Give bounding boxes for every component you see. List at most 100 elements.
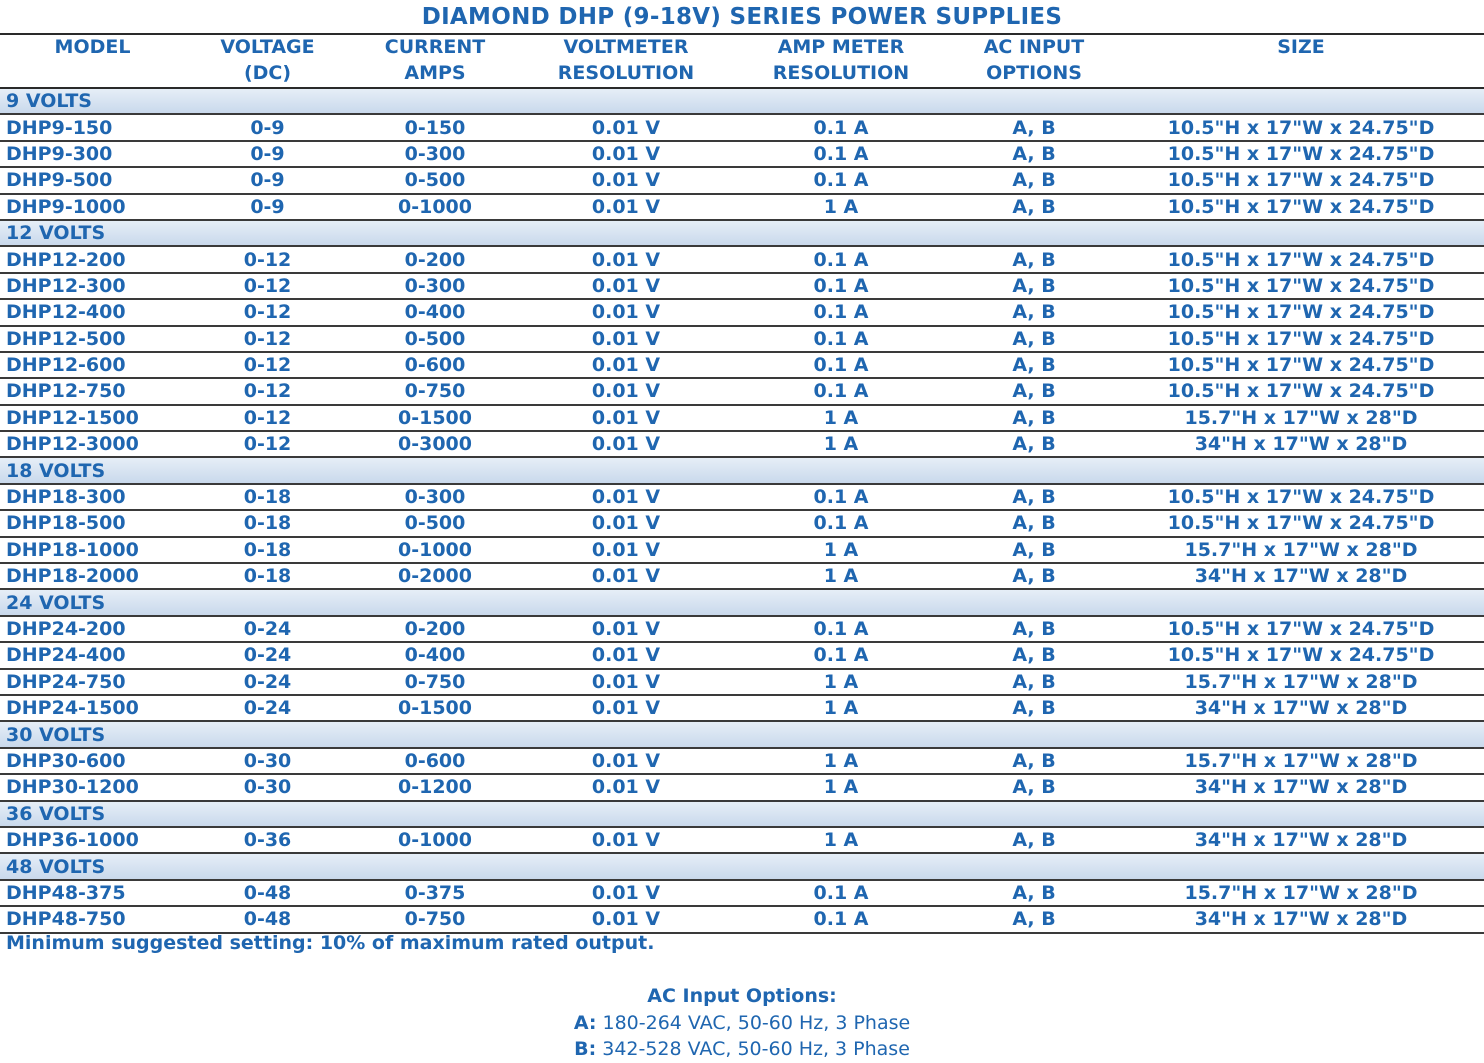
cell-voltage: 0-9 [185, 193, 350, 221]
cell-current: 0-375 [350, 879, 520, 908]
cell-current: 0-750 [350, 906, 520, 934]
cell-ac-input-options: A, B [950, 510, 1118, 538]
cell-current: 0-1000 [350, 826, 520, 855]
cell-size: 34"H x 17"W x 28"D [1118, 563, 1484, 591]
cell-ammeter-resolution: 1 A [732, 431, 950, 459]
cell-current: 0-750 [350, 668, 520, 696]
cell-ac-input-options: A, B [950, 351, 1118, 380]
group-header-row: 12 VOLTS [0, 219, 1484, 248]
cell-size: 10.5"H x 17"W x 24.75"D [1118, 378, 1484, 406]
cell-ammeter-resolution: 0.1 A [732, 879, 950, 908]
header-voltage-line2: (DC) [243, 62, 292, 84]
cell-model: DHP24-200 [0, 615, 185, 644]
cell-voltage: 0-12 [185, 404, 350, 433]
cell-current: 0-200 [350, 615, 520, 644]
cell-model: DHP24-400 [0, 642, 185, 670]
cell-ac-input-options: A, B [950, 879, 1118, 908]
cell-voltage: 0-48 [185, 906, 350, 934]
cell-ammeter-resolution: 0.1 A [732, 510, 950, 538]
cell-current: 0-1500 [350, 404, 520, 433]
cell-model: DHP12-200 [0, 246, 185, 274]
header-voltage-line1: VOLTAGE [220, 36, 315, 58]
header-model: MODEL [0, 34, 185, 89]
cell-model: DHP18-300 [0, 483, 185, 512]
table-row: DHP9-500 0-9 0-500 0.01 V 0.1 A A, B 10.5"H x … [0, 167, 1484, 195]
cell-size: 34"H x 17"W x 28"D [1118, 774, 1484, 802]
power-supply-spec-table: MODEL VOLTAGE (DC) CURRENT AMPS VOLTMETE… [0, 34, 1484, 934]
cell-current: 0-400 [350, 642, 520, 670]
cell-voltage: 0-9 [185, 114, 350, 142]
header-voltmeter-line1: VOLTMETER [563, 36, 689, 58]
cell-size: 15.7"H x 17"W x 28"D [1118, 879, 1484, 908]
cell-ammeter-resolution: 0.1 A [732, 325, 950, 353]
cell-current: 0-600 [350, 351, 520, 380]
cell-voltage: 0-18 [185, 510, 350, 538]
cell-ammeter-resolution: 1 A [732, 536, 950, 565]
cell-ammeter-resolution: 0.1 A [732, 642, 950, 670]
cell-voltage: 0-12 [185, 431, 350, 459]
cell-current: 0-1500 [350, 694, 520, 723]
cell-voltmeter-resolution: 0.01 V [520, 246, 732, 274]
cell-ac-input-options: A, B [950, 747, 1118, 776]
cell-ammeter-resolution: 1 A [732, 826, 950, 855]
cell-ac-input-options: A, B [950, 536, 1118, 565]
cell-voltage: 0-30 [185, 774, 350, 802]
group-header-row: 48 VOLTS [0, 853, 1484, 881]
group-header-row: 36 VOLTS [0, 800, 1484, 828]
cell-ammeter-resolution: 1 A [732, 404, 950, 433]
cell-current: 0-300 [350, 483, 520, 512]
cell-ammeter-resolution: 0.1 A [732, 615, 950, 644]
cell-ac-input-options: A, B [950, 483, 1118, 512]
cell-size: 10.5"H x 17"W x 24.75"D [1118, 615, 1484, 644]
cell-voltmeter-resolution: 0.01 V [520, 510, 732, 538]
cell-ac-input-options: A, B [950, 114, 1118, 142]
cell-voltmeter-resolution: 0.01 V [520, 404, 732, 433]
header-ac-input: AC INPUT OPTIONS [950, 34, 1118, 89]
cell-ac-input-options: A, B [950, 668, 1118, 696]
cell-voltage: 0-24 [185, 615, 350, 644]
group-label: 24 VOLTS [0, 589, 1484, 617]
header-voltage: VOLTAGE (DC) [185, 34, 350, 89]
table-row: DHP24-200 0-24 0-200 0.01 V 0.1 A A, B 10.5"H … [0, 615, 1484, 644]
cell-model: DHP24-1500 [0, 694, 185, 723]
cell-model: DHP18-2000 [0, 563, 185, 591]
cell-voltmeter-resolution: 0.01 V [520, 615, 732, 644]
group-header-row: 18 VOLTS [0, 457, 1484, 485]
cell-voltage: 0-24 [185, 668, 350, 696]
cell-current: 0-1000 [350, 193, 520, 221]
cell-ac-input-options: A, B [950, 906, 1118, 934]
cell-model: DHP9-150 [0, 114, 185, 142]
table-row: DHP18-500 0-18 0-500 0.01 V 0.1 A A, B 10.5"H … [0, 510, 1484, 538]
ac-option-a: A: 180-264 VAC, 50-60 Hz, 3 Phase [0, 1010, 1484, 1037]
cell-size: 10.5"H x 17"W x 24.75"D [1118, 642, 1484, 670]
cell-model: DHP12-600 [0, 351, 185, 380]
cell-size: 10.5"H x 17"W x 24.75"D [1118, 325, 1484, 353]
cell-size: 34"H x 17"W x 28"D [1118, 431, 1484, 459]
ac-options-title: AC Input Options: [647, 985, 837, 1007]
cell-voltmeter-resolution: 0.01 V [520, 167, 732, 195]
header-ammeter-line1: AMP METER [777, 36, 905, 58]
cell-size: 10.5"H x 17"W x 24.75"D [1118, 299, 1484, 327]
cell-voltmeter-resolution: 0.01 V [520, 299, 732, 327]
cell-voltage: 0-12 [185, 378, 350, 406]
cell-voltmeter-resolution: 0.01 V [520, 431, 732, 459]
header-model-line1: MODEL [54, 36, 131, 58]
cell-voltage: 0-12 [185, 325, 350, 353]
cell-ammeter-resolution: 0.1 A [732, 167, 950, 195]
cell-model: DHP18-1000 [0, 536, 185, 565]
cell-current: 0-400 [350, 299, 520, 327]
cell-size: 10.5"H x 17"W x 24.75"D [1118, 140, 1484, 169]
cell-voltmeter-resolution: 0.01 V [520, 483, 732, 512]
cell-ac-input-options: A, B [950, 431, 1118, 459]
table-row: DHP9-300 0-9 0-300 0.01 V 0.1 A A, B 10.5"H x … [0, 140, 1484, 169]
ac-option-b-text: 342-528 VAC, 50-60 Hz, 3 Phase [596, 1038, 910, 1060]
cell-ac-input-options: A, B [950, 642, 1118, 670]
table-row: DHP48-375 0-48 0-375 0.01 V 0.1 A A, B 15.7"H … [0, 879, 1484, 908]
group-label: 48 VOLTS [0, 853, 1484, 881]
cell-ammeter-resolution: 0.1 A [732, 483, 950, 512]
cell-voltage: 0-36 [185, 826, 350, 855]
